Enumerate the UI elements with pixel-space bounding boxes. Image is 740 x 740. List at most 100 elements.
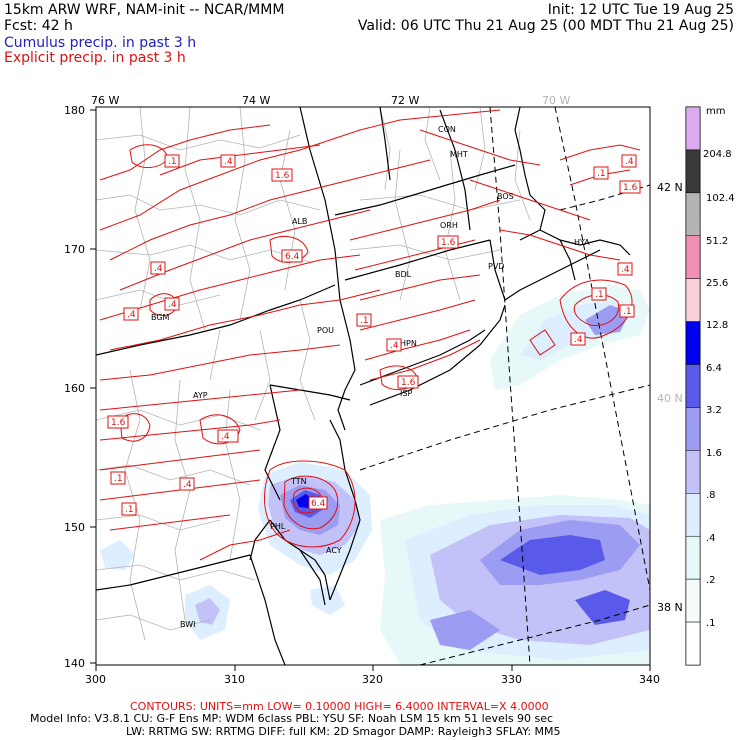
contour-label: 1.6 [623,183,638,193]
lat-label: 42 N [657,181,683,194]
city-label: PVD [488,262,504,271]
y-tick-label: 180 [64,104,85,117]
forecast-hour: Fcst: 42 h [4,18,73,34]
contour-label: .4 [127,310,136,320]
contour-label: .4 [224,157,233,167]
contour-label: 1.6 [401,378,416,388]
colorbar-level: 1.6 [706,448,722,459]
contour-label: .4 [574,335,583,345]
city-label: BOS [497,192,514,201]
colorbar-swatch [685,149,701,194]
explicit-precip-label: Explicit precip. in past 3 h [4,50,186,66]
x-tick-label: 340 [639,673,660,686]
colorbar: mm 204.8 102.4 51.2 25.6 12.8 6.4 3.2 1.… [685,106,735,666]
colorbar-level: 51.2 [706,236,728,247]
city-label: ISP [400,389,412,398]
city-label: BDL [395,270,412,279]
explicit-precip-contours [99,109,641,561]
contour-label: .4 [625,157,634,167]
colorbar-swatch [685,450,701,494]
left-y-axis: 180 170 160 150 140 [64,104,96,670]
contour-labels: .1 .4 1.6 .1 .4 1.6 6.4 .4 .4 .4 .1 .4 1… [107,154,641,516]
state-borders [96,107,631,665]
contour-label: 1.6 [111,418,126,428]
city-label: POU [317,326,334,335]
contour-label: .1 [597,169,606,179]
colorbar-level: 204.8 [703,149,732,160]
colorbar-level: .2 [706,575,716,586]
contour-label: 1.6 [275,171,290,181]
city-label: PHL [270,522,286,531]
colorbar-level: 25.6 [706,278,728,289]
y-tick-label: 140 [64,657,85,670]
city-label: BWI [180,620,195,629]
colorbar-swatch [685,235,701,279]
contour-label: .4 [168,300,177,310]
colorbar-level: 102.4 [706,193,735,204]
city-label: TTN [290,477,307,486]
colorbar-swatch [685,578,701,623]
lon-label: 70 W [542,94,570,107]
contour-label: .4 [183,480,192,490]
init-time: Init: 12 UTC Tue 19 Aug 25 [547,2,734,18]
colorbar-swatch [685,407,701,451]
y-tick-label: 170 [64,243,85,256]
contour-label: .4 [221,432,230,442]
contour-label: .1 [595,290,604,300]
cumulus-precip-shading [100,285,650,665]
contours-info: CONTOURS: UNITS=mm LOW= 0.10000 HIGH= 6.… [130,700,549,713]
contour-label: .1 [360,316,369,326]
longitude-labels: 76 W 74 W 72 W 70 W [91,94,570,107]
y-tick-label: 160 [64,382,85,395]
colorbar-level: 3.2 [706,405,722,416]
x-tick-label: 320 [362,673,383,686]
city-label: ALB [292,217,307,226]
cumulus-precip-label: Cumulus precip. in past 3 h [4,35,197,51]
contour-label: .4 [154,264,163,274]
contour-label: 6.4 [285,252,300,262]
contour-label: .1 [125,505,134,515]
lon-label: 76 W [91,94,119,107]
contour-label: .1 [168,157,177,167]
lat-label: 38 N [657,601,683,614]
colorbar-level: .8 [706,490,716,501]
contour-label: 6.4 [311,499,326,509]
x-tick-label: 330 [501,673,522,686]
city-label: ORH [440,221,458,230]
city-label: MHT [450,150,468,159]
lon-label: 74 W [242,94,270,107]
colorbar-level: 12.8 [706,320,728,331]
colorbar-unit: mm [706,106,725,117]
model-info-line-2: LW: RRTMG SW: RRTMG DIFF: full KM: 2D Sm… [126,725,561,738]
bottom-x-axis: 300 310 320 330 340 [85,665,660,686]
valid-time: Valid: 06 UTC Thu 21 Aug 25 (00 MDT Thu … [357,18,734,34]
city-label: HYA [574,238,590,247]
colorbar-swatch [685,621,701,666]
lat-label: 40 N [657,392,683,405]
contour-label: .4 [621,265,630,275]
x-tick-label: 300 [85,673,106,686]
city-label: CON [438,125,456,134]
city-label: HPN [400,339,417,348]
latitude-labels: 42 N 40 N 38 N [657,181,683,614]
contour-label: .4 [390,341,399,351]
colorbar-swatch [685,364,701,408]
colorbar-swatch [685,321,701,365]
colorbar-level: .4 [706,533,716,544]
colorbar-swatch [685,278,701,322]
contour-label: 1.6 [441,238,456,248]
lon-label: 72 W [391,94,419,107]
city-labels: CON MHT BOS ALB ORH PVD BDL HYA BGM POU … [151,125,590,629]
colorbar-level: 6.4 [706,363,722,374]
city-label: ACY [326,546,342,555]
model-info-line-1: Model Info: V3.8.1 CU: G-F Ens MP: WDM 6… [30,712,554,725]
contour-label: .1 [114,474,123,484]
y-tick-label: 150 [64,521,85,534]
colorbar-level: .1 [706,618,716,629]
colorbar-swatch [685,493,701,537]
colorbar-swatch [685,192,701,237]
contour-label: .1 [623,307,632,317]
colorbar-swatch [685,535,701,580]
city-label: BGM [151,313,170,322]
